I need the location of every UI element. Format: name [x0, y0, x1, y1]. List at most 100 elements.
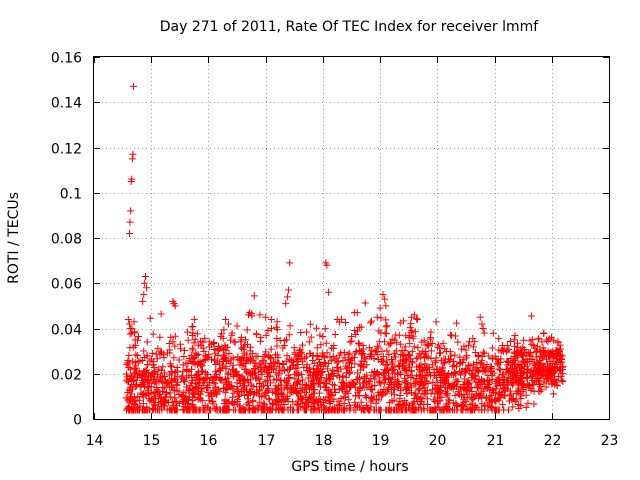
data-point [128, 155, 136, 163]
data-point [252, 374, 260, 382]
data-point [460, 398, 468, 406]
data-point [293, 379, 301, 387]
data-point [279, 360, 287, 368]
data-point [479, 325, 487, 332]
data-point [191, 353, 199, 361]
data-point [495, 365, 503, 373]
data-point [290, 344, 298, 352]
data-point [335, 397, 343, 405]
data-point [341, 354, 349, 362]
data-point [397, 340, 405, 348]
data-point [410, 343, 418, 351]
data-point [351, 360, 359, 368]
data-point [126, 218, 134, 226]
data-point [435, 389, 443, 397]
data-point [421, 389, 429, 397]
data-point [405, 334, 413, 342]
data-point [528, 340, 536, 348]
data-point [178, 372, 186, 380]
data-point [228, 329, 236, 337]
data-point [382, 323, 390, 331]
data-point [447, 352, 455, 360]
data-point [125, 229, 133, 237]
data-point [401, 343, 409, 351]
data-point [514, 400, 522, 408]
data-point [262, 313, 270, 321]
data-point [352, 331, 360, 339]
data-point [179, 376, 187, 384]
data-point [209, 379, 217, 387]
data-point [383, 322, 391, 330]
x-tick-label: 22 [544, 433, 562, 449]
data-point [331, 331, 339, 339]
x-tick-label: 15 [143, 433, 161, 449]
data-point [355, 340, 363, 348]
data-point [417, 394, 425, 402]
data-point [460, 342, 468, 350]
data-point [355, 386, 363, 394]
data-point [177, 345, 185, 353]
data-point [241, 336, 249, 344]
data-point [133, 351, 141, 359]
data-point [403, 406, 411, 414]
data-point [317, 362, 325, 370]
data-point [278, 389, 286, 397]
data-point [509, 403, 517, 411]
data-point [508, 373, 516, 381]
data-point [355, 339, 363, 347]
data-point [385, 341, 393, 349]
data-point [201, 401, 209, 409]
data-point [340, 348, 348, 356]
data-point [427, 389, 435, 397]
data-point [409, 334, 417, 342]
x-tick-label: 14 [86, 433, 104, 449]
data-point [462, 366, 470, 374]
data-point [334, 357, 342, 365]
data-point [140, 354, 148, 362]
data-point [305, 393, 313, 401]
data-point [229, 365, 237, 373]
data-point [413, 315, 421, 323]
data-point [262, 331, 270, 339]
data-point [173, 381, 181, 389]
axis-ticks: 14 15 16 17 18 19 20 21 22 23 0 0.02 0.04 0.06 0.08 0.1… [51, 51, 619, 450]
data-point [370, 392, 378, 400]
data-point [386, 399, 394, 407]
data-point [422, 390, 430, 398]
y-tick-label: 0.1 [60, 187, 82, 203]
data-point [383, 406, 391, 414]
data-point [478, 320, 486, 328]
data-point [394, 402, 402, 410]
data-point [192, 383, 200, 391]
data-point [430, 396, 438, 404]
data-point [314, 403, 322, 411]
data-point [346, 338, 354, 346]
data-point [546, 351, 554, 359]
data-point [368, 317, 376, 325]
data-point [407, 328, 415, 336]
data-point [183, 328, 191, 336]
data-point [495, 335, 503, 343]
data-point [197, 361, 205, 369]
data-point [122, 370, 130, 378]
data-point [470, 375, 478, 383]
data-point [521, 362, 529, 370]
data-point [348, 354, 356, 362]
data-point [509, 381, 517, 389]
data-point [171, 406, 179, 414]
data-point [284, 385, 292, 393]
data-point [265, 395, 273, 403]
data-point [308, 402, 316, 410]
data-point [377, 314, 385, 322]
data-point [239, 345, 247, 353]
data-point [536, 381, 544, 389]
data-point [456, 371, 464, 379]
data-point [180, 352, 188, 360]
data-point [179, 398, 187, 406]
data-point [390, 363, 398, 371]
data-point [202, 353, 210, 361]
data-point [189, 329, 197, 337]
data-point [227, 355, 235, 363]
data-point [357, 398, 365, 406]
data-point [203, 374, 211, 382]
